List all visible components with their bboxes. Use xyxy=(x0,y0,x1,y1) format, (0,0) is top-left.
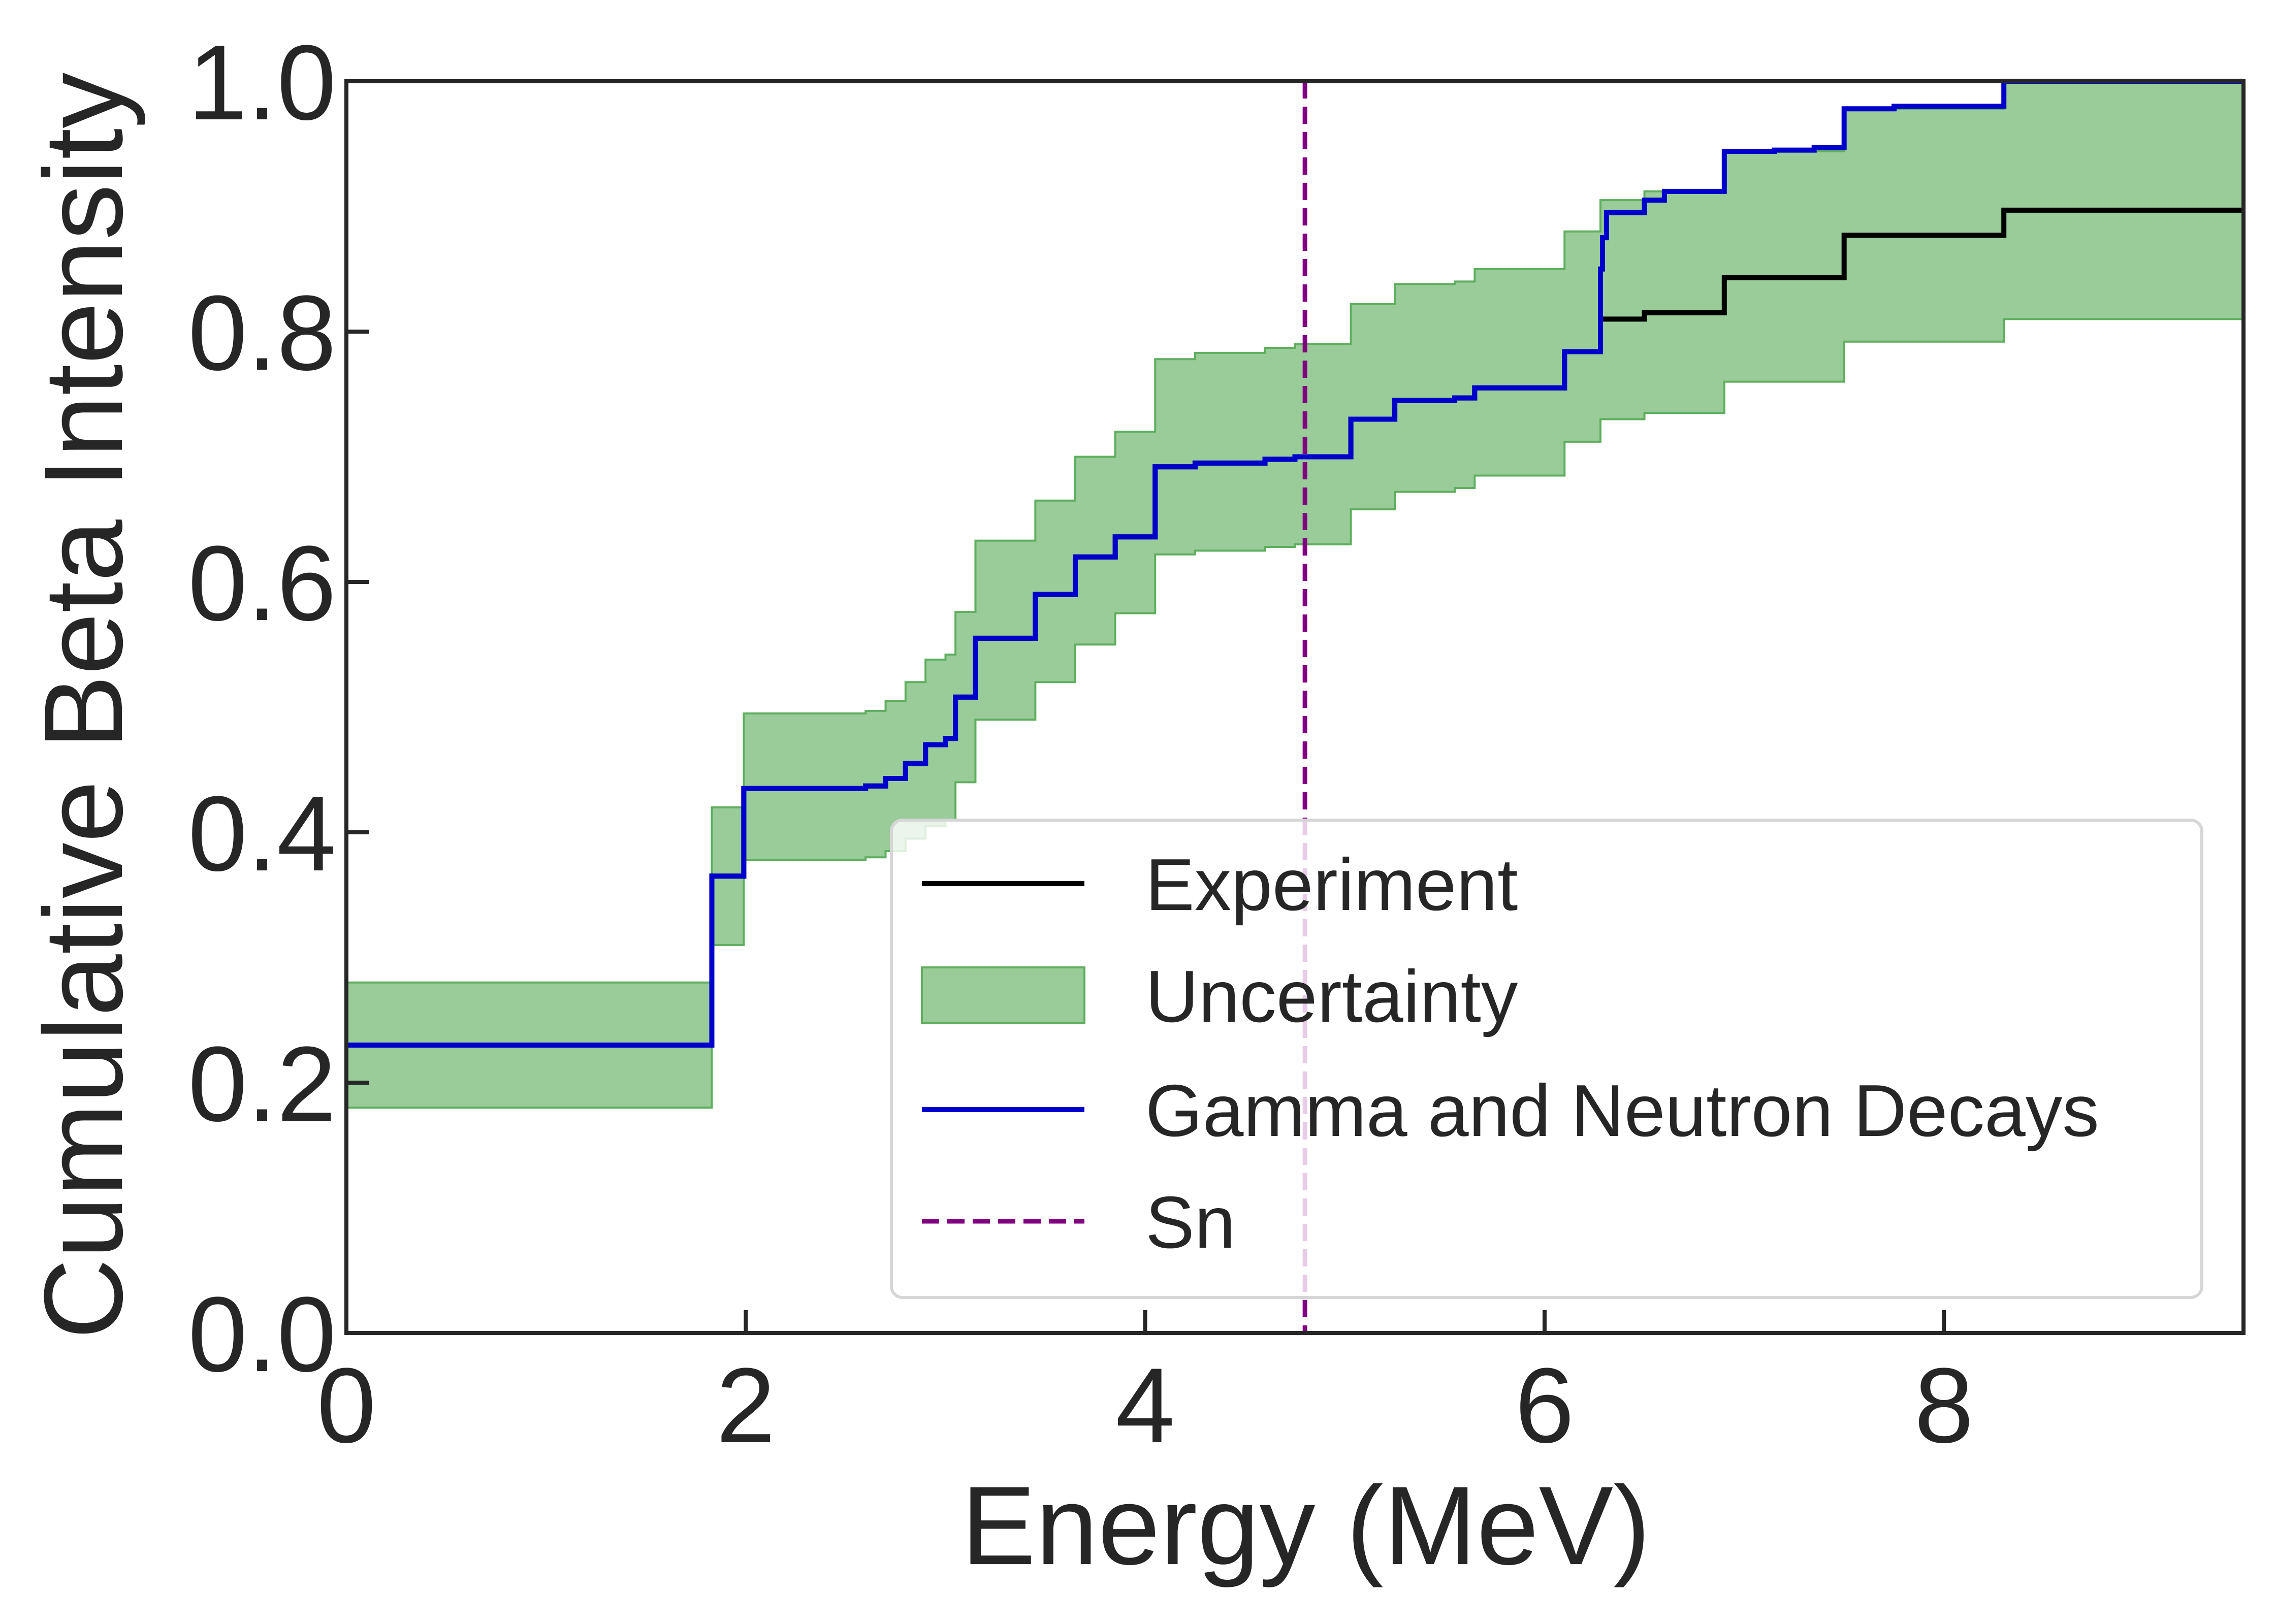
y-tick-label: 0.8 xyxy=(188,273,336,393)
y-tick-label: 0.6 xyxy=(188,524,336,643)
y-tick-label: 0.0 xyxy=(188,1275,336,1394)
legend-swatch-uncertainty xyxy=(921,966,1085,1024)
x-tick-label: 0 xyxy=(317,1346,376,1465)
axes-frame xyxy=(344,79,2246,1335)
y-axis-label: Cumulative Beta Intensity xyxy=(21,73,146,1340)
legend-label-sn: Sn xyxy=(1145,1181,1235,1263)
y-tick-label: 0.4 xyxy=(188,774,336,893)
legend: Experiment Uncertainty Gamma and Neutron D… xyxy=(890,819,2203,1299)
gamma-line xyxy=(346,79,2243,1048)
x-tick-label: 6 xyxy=(1515,1346,1575,1465)
x-axis-label: Energy (MeV) xyxy=(961,1463,1650,1588)
axes: 0 2 4 6 8 0.0 0.2 0.4 0.6 0.8 1.0 xyxy=(188,23,2246,1465)
x-tick-label: 8 xyxy=(1914,1346,1974,1465)
x-tick-label: 2 xyxy=(716,1346,776,1465)
x-tick-label: 4 xyxy=(1115,1346,1175,1465)
legend-label-gamma: Gamma and Neutron Decays xyxy=(1145,1069,2099,1152)
legend-box xyxy=(890,819,2203,1299)
uncertainty-band xyxy=(346,80,2243,1109)
legend-label-experiment: Experiment xyxy=(1145,843,1518,926)
y-tick-label: 1.0 xyxy=(188,23,336,142)
legend-label-uncertainty: Uncertainty xyxy=(1145,955,1518,1037)
y-tick-label: 0.2 xyxy=(188,1024,336,1144)
